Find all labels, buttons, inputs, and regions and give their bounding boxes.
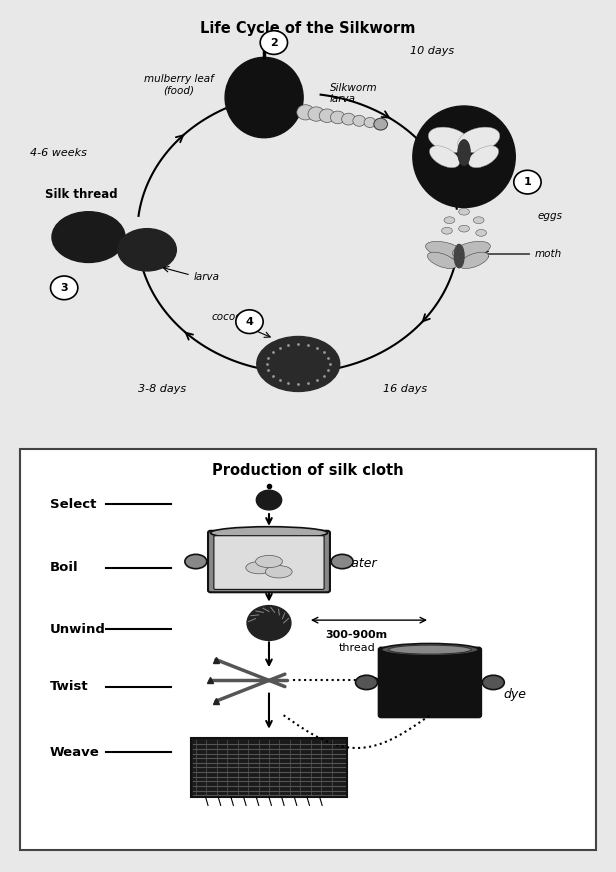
Circle shape [364, 118, 376, 127]
Text: Twist: Twist [49, 680, 88, 693]
Text: 4: 4 [246, 317, 253, 327]
Ellipse shape [459, 225, 469, 232]
Text: Unwind: Unwind [49, 623, 105, 636]
Ellipse shape [426, 242, 463, 258]
Ellipse shape [428, 127, 471, 153]
Text: Select: Select [49, 498, 96, 511]
Ellipse shape [52, 212, 125, 262]
Ellipse shape [442, 228, 452, 235]
Text: 1: 1 [524, 177, 532, 187]
Ellipse shape [331, 555, 353, 569]
Ellipse shape [355, 675, 378, 690]
FancyBboxPatch shape [214, 535, 324, 589]
Ellipse shape [458, 127, 500, 153]
Ellipse shape [444, 217, 455, 223]
Circle shape [374, 119, 387, 130]
Text: cocoon: cocoon [211, 312, 249, 323]
Ellipse shape [459, 252, 488, 269]
FancyBboxPatch shape [208, 531, 330, 592]
Text: Silkworm
larva: Silkworm larva [330, 83, 378, 104]
Ellipse shape [246, 562, 273, 574]
Text: thread: thread [338, 643, 375, 652]
Ellipse shape [473, 217, 484, 223]
Text: 4-6 weeks: 4-6 weeks [30, 147, 87, 158]
Ellipse shape [185, 555, 207, 569]
Text: Boil: Boil [49, 562, 78, 574]
Text: 10 days: 10 days [410, 46, 455, 56]
Ellipse shape [413, 106, 515, 208]
Ellipse shape [256, 555, 282, 568]
Circle shape [297, 105, 314, 120]
Ellipse shape [429, 146, 460, 167]
Ellipse shape [257, 337, 339, 392]
Circle shape [260, 31, 288, 54]
Text: 16 days: 16 days [384, 385, 428, 394]
Ellipse shape [265, 566, 292, 578]
Circle shape [330, 111, 345, 124]
Ellipse shape [256, 490, 282, 510]
Text: Life Cycle of the Silkworm: Life Cycle of the Silkworm [200, 22, 416, 37]
Ellipse shape [454, 244, 464, 268]
Text: 300-900m: 300-900m [326, 630, 388, 640]
Text: 2: 2 [270, 37, 278, 48]
Text: Production of silk cloth: Production of silk cloth [212, 463, 404, 478]
Circle shape [51, 276, 78, 300]
Ellipse shape [482, 675, 505, 690]
Ellipse shape [225, 58, 303, 138]
Circle shape [353, 115, 365, 126]
Ellipse shape [211, 527, 328, 539]
Ellipse shape [469, 146, 498, 167]
Text: 3-8 days: 3-8 days [137, 385, 186, 394]
Text: mulberry leaf
(food): mulberry leaf (food) [144, 74, 214, 96]
Text: dye: dye [503, 688, 526, 701]
Ellipse shape [476, 229, 487, 236]
Circle shape [236, 310, 263, 333]
Ellipse shape [389, 645, 471, 654]
Text: moth: moth [535, 249, 562, 259]
FancyBboxPatch shape [191, 738, 347, 797]
Ellipse shape [118, 228, 176, 271]
Text: larva: larva [193, 272, 219, 283]
Ellipse shape [452, 242, 490, 258]
Circle shape [308, 107, 325, 121]
Circle shape [319, 109, 335, 122]
Text: water: water [342, 557, 378, 570]
Text: 3: 3 [60, 283, 68, 293]
Ellipse shape [459, 208, 469, 215]
Text: eggs: eggs [537, 211, 562, 221]
Ellipse shape [428, 252, 457, 269]
Text: Weave: Weave [49, 746, 99, 759]
Text: Silk thread: Silk thread [44, 188, 117, 201]
Circle shape [514, 170, 541, 194]
Ellipse shape [247, 605, 291, 640]
FancyBboxPatch shape [379, 648, 481, 718]
FancyBboxPatch shape [20, 449, 596, 850]
Ellipse shape [381, 644, 479, 656]
Circle shape [342, 113, 355, 125]
Ellipse shape [458, 140, 470, 165]
